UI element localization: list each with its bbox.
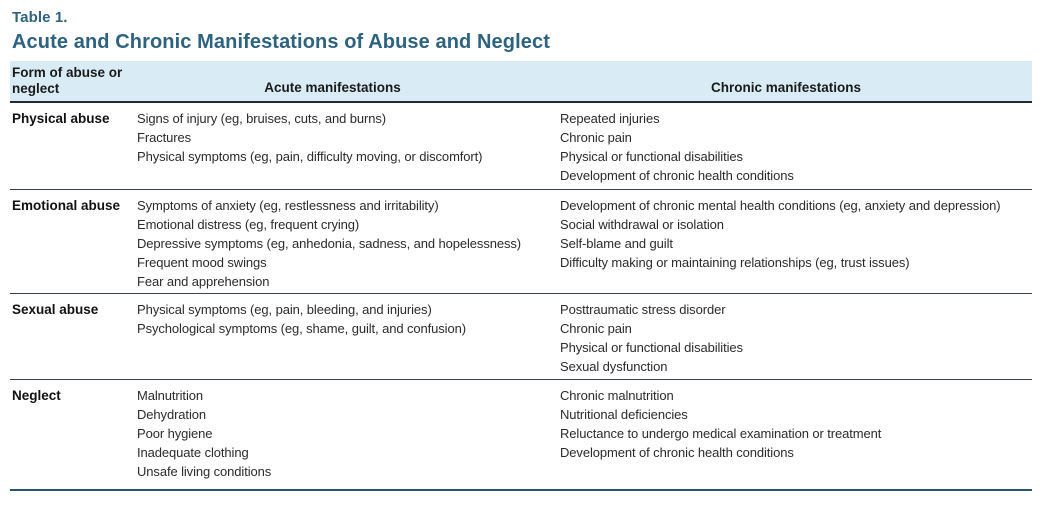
chronic-manifestations-cell: Development of chronic mental health con… — [540, 190, 1032, 293]
column-header-form-of-abuse: Form of abuse or neglect — [12, 65, 123, 96]
row-label: Physical abuse — [12, 111, 110, 126]
manifestation-item: Development of chronic mental health con… — [560, 198, 1001, 213]
table-row-neglect: Neglect Malnutrition Dehydration Poor hy… — [10, 380, 1032, 491]
manifestation-item: Social withdrawal or isolation — [560, 217, 724, 232]
row-label: Emotional abuse — [12, 198, 121, 213]
table-header-row: Form of abuse or neglect Acute manifesta… — [10, 61, 1032, 103]
manifestation-item: Symptoms of anxiety (eg, restlessness an… — [137, 198, 439, 213]
manifestation-item: Inadequate clothing — [137, 445, 249, 460]
manifestation-item: Physical or functional disabilities — [560, 340, 743, 355]
manifestation-item: Chronic pain — [560, 321, 632, 336]
row-label: Sexual abuse — [12, 302, 99, 317]
table-row-sexual-abuse: Sexual abuse Physical symptoms (eg, pain… — [10, 294, 1032, 380]
manifestation-item: Emotional distress (eg, frequent crying) — [137, 217, 360, 232]
acute-manifestations-cell: Physical symptoms (eg, pain, bleeding, a… — [125, 294, 540, 379]
manifestation-item: Psychological symptoms (eg, shame, guilt… — [137, 321, 466, 336]
table-row-emotional-abuse: Emotional abuse Symptoms of anxiety (eg,… — [10, 190, 1032, 294]
chronic-manifestations-cell: Repeated injuries Chronic pain Physical … — [540, 103, 1032, 189]
manifestation-item: Chronic malnutrition — [560, 388, 674, 403]
manifestation-item: Fractures — [137, 130, 192, 145]
manifestation-item: Dehydration — [137, 407, 206, 422]
table-label: Table 1. — [12, 9, 68, 26]
acute-manifestations-cell: Malnutrition Dehydration Poor hygiene In… — [125, 380, 540, 489]
manifestation-item: Chronic pain — [560, 130, 632, 145]
manifestation-item: Physical or functional disabilities — [560, 149, 743, 164]
row-label: Neglect — [12, 388, 61, 403]
column-header-chronic: Chronic manifestations — [710, 80, 862, 95]
table-title: Acute and Chronic Manifestations of Abus… — [12, 31, 550, 53]
manifestation-item: Frequent mood swings — [137, 255, 267, 270]
manifestation-item: Repeated injuries — [560, 111, 660, 126]
manifestation-item: Posttraumatic stress disorder — [560, 302, 726, 317]
manifestation-item: Nutritional deficiencies — [560, 407, 688, 422]
column-header-acute: Acute manifestations — [264, 80, 401, 95]
manifestation-item: Reluctance to undergo medical examinatio… — [560, 426, 882, 441]
manifestation-item: Development of chronic health conditions — [560, 168, 794, 183]
table-row-physical-abuse: Physical abuse Signs of injury (eg, brui… — [10, 103, 1032, 190]
manifestations-table: Form of abuse or neglect Acute manifesta… — [10, 61, 1032, 491]
manifestation-item: Physical symptoms (eg, pain, difficulty … — [137, 149, 483, 164]
manifestation-item: Development of chronic health conditions — [560, 445, 794, 460]
table-body: Physical abuse Signs of injury (eg, brui… — [10, 103, 1032, 491]
document-page: Table 1. Acute and Chronic Manifestation… — [10, 9, 1032, 491]
manifestation-item: Difficulty making or maintaining relatio… — [560, 255, 910, 270]
chronic-manifestations-cell: Chronic malnutrition Nutritional deficie… — [540, 380, 1032, 489]
manifestation-item: Unsafe living conditions — [137, 464, 272, 479]
acute-manifestations-cell: Symptoms of anxiety (eg, restlessness an… — [125, 190, 540, 293]
manifestation-item: Signs of injury (eg, bruises, cuts, and … — [137, 111, 387, 126]
manifestation-item: Poor hygiene — [137, 426, 213, 441]
chronic-manifestations-cell: Posttraumatic stress disorder Chronic pa… — [540, 294, 1032, 379]
manifestation-item: Physical symptoms (eg, pain, bleeding, a… — [137, 302, 432, 317]
manifestation-item: Sexual dysfunction — [560, 359, 668, 374]
manifestation-item: Malnutrition — [137, 388, 203, 403]
manifestation-item: Fear and apprehension — [137, 274, 270, 289]
manifestation-item: Self-blame and guilt — [560, 236, 673, 251]
acute-manifestations-cell: Signs of injury (eg, bruises, cuts, and … — [125, 103, 540, 189]
manifestation-item: Depressive symptoms (eg, anhedonia, sadn… — [137, 236, 522, 251]
